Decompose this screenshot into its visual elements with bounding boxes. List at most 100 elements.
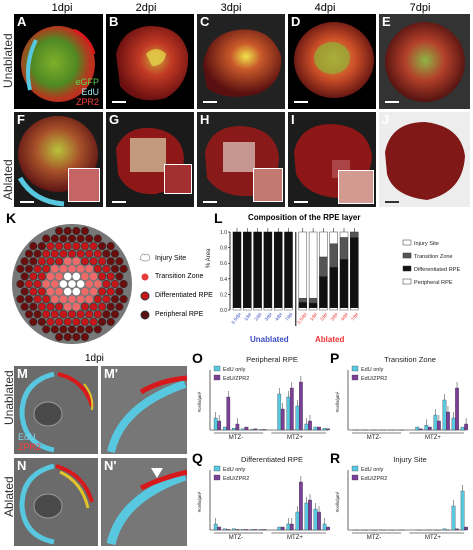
- scale-bar: [385, 101, 399, 103]
- rpe-cell-dot: [46, 317, 55, 326]
- inset-zoom: [253, 168, 283, 202]
- y-axis-label: #cells/µm²: [335, 391, 340, 412]
- rpe-cell-dot: [29, 287, 38, 296]
- peripheral-rpe-bar-chart: Peripheral RPE #cells/µm² MTZ- MTZ+ EdU only…: [197, 355, 330, 441]
- x-tick-label: 1dpi: [309, 312, 318, 322]
- x-tick-label: 0.5dpi: [296, 312, 307, 325]
- diagram-K-legend-transition: Transition Zone: [155, 273, 204, 280]
- data-bar: [241, 428, 245, 431]
- rpe-cell-dot: [110, 295, 120, 304]
- rpe-cell-dot: [63, 242, 72, 251]
- x-tick-label: 3dpi: [329, 312, 338, 322]
- rpe-cell-dot: [89, 242, 98, 251]
- legend-edu: EdU: [81, 87, 99, 97]
- bar-segment: [263, 307, 273, 311]
- rpe-cell-dot: [93, 234, 102, 243]
- rpe-cell-dot: [76, 249, 85, 258]
- rpe-cell-dot: [76, 325, 85, 334]
- inset-zoom: [164, 164, 192, 194]
- rpe-cell-dot: [24, 264, 34, 273]
- bar-segment: [253, 307, 262, 311]
- legend-swatch: [351, 365, 359, 372]
- rpe-cell-dot: [59, 265, 68, 273]
- inset-zoom: [68, 168, 100, 202]
- data-bar: [460, 490, 465, 531]
- rpe-cell-dot: [24, 295, 34, 304]
- rpe-cell-dot: [59, 249, 68, 258]
- legend-label: Peripheral RPE: [414, 280, 453, 286]
- bar-segment: [319, 276, 328, 308]
- rpe-cell-dot: [46, 257, 55, 266]
- col-header-2dpi: 2dpi: [135, 2, 157, 14]
- data-bar: [455, 528, 459, 531]
- group-label: MTZ+: [425, 535, 441, 541]
- bar-segment: [319, 256, 328, 277]
- panel-letter-A: A: [17, 14, 27, 29]
- data-bar: [250, 529, 254, 531]
- bar-segment: [243, 307, 252, 311]
- y-tick-label: 0.6: [220, 261, 227, 267]
- data-bar: [217, 526, 222, 531]
- row-label-unablated: Unablated: [1, 33, 15, 88]
- data-bar: [433, 414, 438, 431]
- diagram-K-legend-differentiated: Differentiated RPE: [155, 292, 213, 299]
- rpe-cell-dot: [67, 249, 77, 258]
- rpe-cell-dot: [110, 310, 120, 319]
- chart-L-title: Composition of the RPE layer: [248, 213, 361, 222]
- group-label: MTZ+: [287, 435, 303, 441]
- data-bar: [317, 511, 321, 531]
- rpe-cell-dot: [50, 325, 59, 334]
- data-bar: [244, 426, 249, 431]
- rpe-cell-dot: [81, 287, 89, 296]
- data-bar: [304, 502, 309, 531]
- data-bar: [313, 508, 318, 531]
- data-bar: [222, 528, 227, 531]
- arrowhead-icon: [151, 468, 163, 478]
- data-bar: [326, 428, 330, 431]
- rpe-cell-dot: [81, 272, 89, 281]
- rpe-cell-dot: [115, 302, 124, 311]
- data-bar: [317, 426, 321, 431]
- legend-label: EdU only: [361, 467, 384, 473]
- rpe-cell-dot: [85, 325, 94, 334]
- rpe-cell-dot: [51, 295, 59, 303]
- rpe-cell-dot: [68, 265, 76, 273]
- legend-label: EdU only: [223, 367, 246, 373]
- rpe-cell-dot: [93, 249, 102, 258]
- rpe-cell-dot: [85, 280, 93, 288]
- x-tick-label: 2dpi: [319, 312, 328, 322]
- bar-segment: [319, 307, 328, 311]
- rpe-cell-dot: [72, 332, 81, 342]
- rpe-cell-dot: [46, 302, 55, 311]
- data-bar: [455, 387, 459, 431]
- rpe-cell-dot: [102, 295, 111, 304]
- rpe-cell-dot: [106, 302, 115, 311]
- x-tick-label: 1dpi: [243, 312, 252, 322]
- transition-zone-icon: [141, 273, 149, 281]
- micrograph-N: N: [14, 458, 98, 546]
- legend-swatch: [213, 365, 221, 372]
- rpe-cell-dot: [63, 317, 72, 326]
- rpe-cell-dot: [89, 257, 98, 266]
- data-bar: [437, 420, 441, 431]
- panel-letter-I: I: [291, 112, 295, 127]
- rpe-cell-dot: [63, 272, 72, 281]
- rpe-cell-dot: [72, 272, 81, 281]
- x-tick-label: 4dpi: [340, 312, 349, 322]
- group-label: MTZ+: [287, 535, 303, 541]
- rpe-cell-dot: [106, 317, 115, 326]
- rpe-cell-dot: [37, 242, 47, 251]
- data-bar: [259, 529, 263, 531]
- panel-letter-M-prime: M': [104, 366, 118, 381]
- scale-bar: [294, 101, 308, 103]
- bar-segment: [308, 231, 318, 299]
- rpe-cell-dot: [80, 242, 89, 251]
- data-bar: [464, 423, 468, 431]
- rpe-cell-dot: [93, 264, 102, 273]
- rpe-cell-dot: [54, 317, 64, 326]
- micrograph-J: J: [379, 112, 470, 207]
- legend-edu-M: EdU: [18, 432, 36, 442]
- x-tick-label: 2dpi: [253, 312, 262, 322]
- y-tick-label: 1.0: [220, 230, 227, 236]
- group-label: MTZ-: [229, 535, 243, 541]
